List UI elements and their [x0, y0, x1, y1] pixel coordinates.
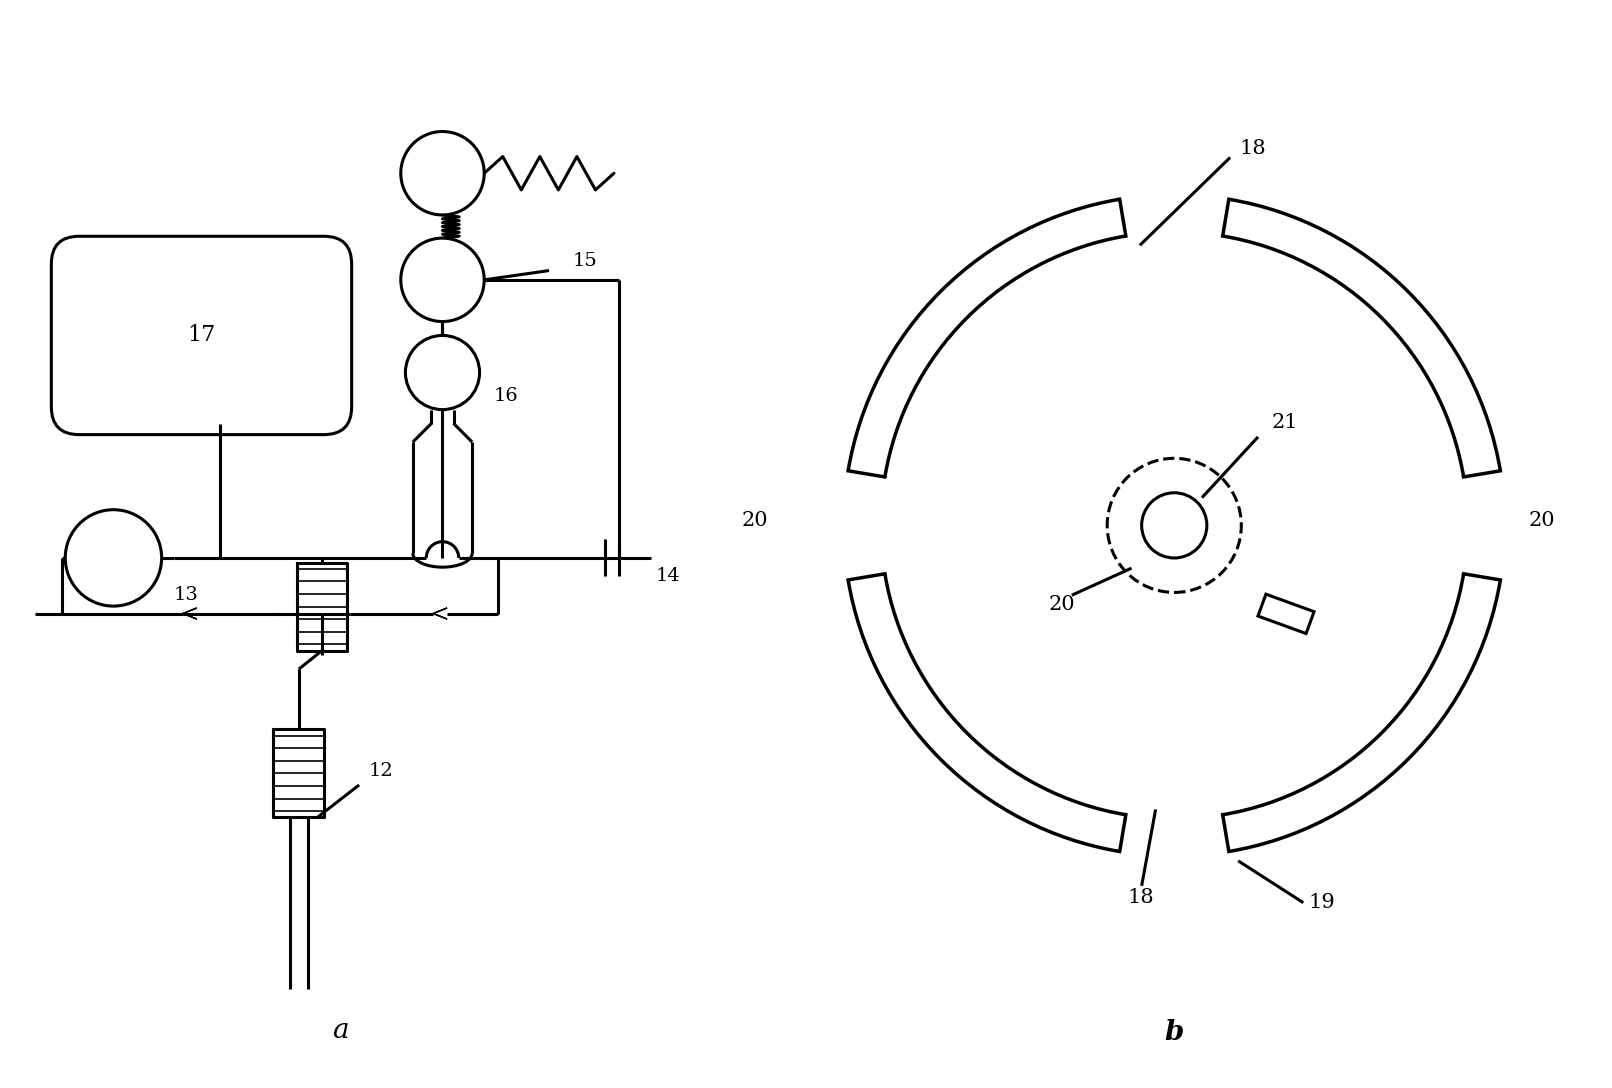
Text: 20: 20 [1048, 595, 1075, 614]
Circle shape [401, 132, 484, 215]
Circle shape [1141, 493, 1207, 558]
Polygon shape [184, 608, 197, 619]
Text: b: b [1164, 1019, 1183, 1047]
Text: 20: 20 [1528, 511, 1556, 530]
Polygon shape [1257, 594, 1314, 633]
Text: 21: 21 [1272, 413, 1299, 432]
Circle shape [406, 335, 480, 409]
Polygon shape [434, 608, 447, 619]
Text: 18: 18 [1240, 138, 1265, 158]
Text: 17: 17 [187, 324, 216, 346]
Text: Fc: Fc [434, 166, 451, 181]
Circle shape [64, 509, 161, 606]
Text: 15: 15 [572, 252, 596, 270]
Text: 20: 20 [742, 511, 767, 530]
Text: 14: 14 [656, 568, 680, 585]
Circle shape [401, 238, 484, 322]
Text: FE: FE [432, 273, 453, 287]
Text: 19: 19 [1307, 893, 1335, 912]
Text: 16: 16 [493, 386, 517, 405]
FancyBboxPatch shape [52, 236, 351, 434]
Text: a: a [332, 1017, 348, 1044]
Text: 18: 18 [1128, 889, 1154, 907]
Text: 12: 12 [369, 762, 393, 780]
Text: 13: 13 [174, 586, 198, 604]
